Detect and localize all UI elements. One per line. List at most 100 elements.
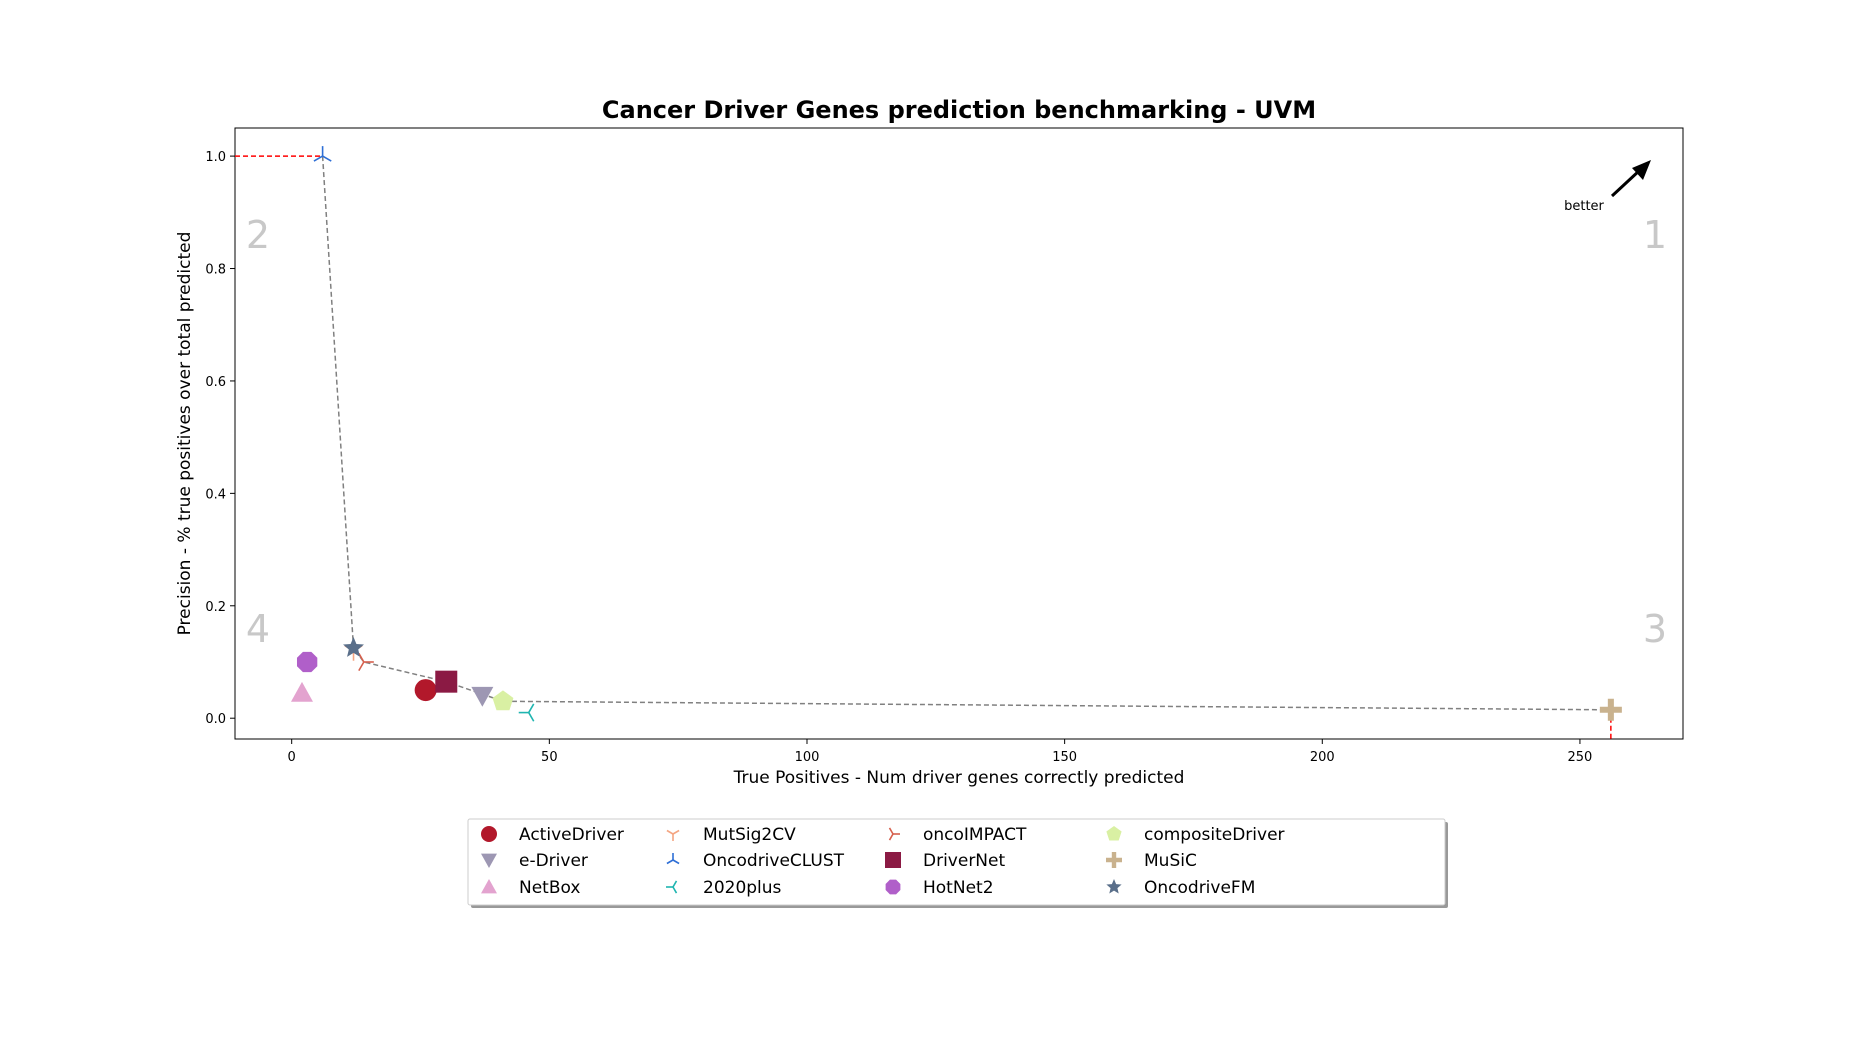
point-oncodrivefm	[343, 636, 364, 657]
point-netbox-shape	[290, 681, 313, 702]
point-oncoimpact	[358, 652, 374, 672]
legend-marker-oncodriveclust	[666, 853, 680, 865]
chart-title: Cancer Driver Genes prediction benchmark…	[602, 96, 1316, 124]
point-music-shape	[1599, 698, 1622, 721]
legend-label-netbox: NetBox	[519, 878, 580, 898]
point-e-driver	[471, 686, 494, 707]
better-annotation: better	[1564, 199, 1604, 214]
legend-marker-oncoimpact-spoke	[888, 827, 894, 835]
point-2020plus-spoke	[528, 712, 535, 722]
x-tick-label: 250	[1568, 750, 1593, 765]
legend-box	[467, 818, 1446, 906]
point-netbox	[290, 681, 313, 702]
legend-marker-mutsig2cv-spoke	[672, 829, 680, 835]
legend-entry-drivernet: DriverNet	[885, 851, 1005, 871]
point-activedriver-shape	[414, 679, 437, 702]
point-music	[1599, 698, 1622, 721]
legend-label-2020plus: 2020plus	[703, 878, 782, 898]
y-tick-label: 1.0	[205, 150, 226, 165]
legend-entry-oncodrivefm: OncodriveFM	[1106, 878, 1255, 898]
y-tick-label: 0.2	[205, 600, 226, 615]
legend-marker-oncoimpact-spoke	[888, 833, 894, 841]
y-tick-label: 0.8	[205, 263, 226, 278]
legend-marker-2020plus-spoke	[672, 886, 678, 894]
better-arrow-shaft	[1610, 168, 1642, 198]
x-tick-label: 100	[795, 750, 820, 765]
x-tick-label: 150	[1052, 750, 1077, 765]
point-activedriver	[414, 679, 437, 702]
point-2020plus	[518, 703, 535, 722]
legend-entry-2020plus: 2020plus	[666, 878, 782, 898]
legend-label-music: MuSiC	[1144, 851, 1197, 871]
legend-marker-netbox-shape	[481, 879, 497, 894]
legend-marker-e-driver	[481, 853, 497, 868]
legend-marker-2020plus	[666, 880, 678, 894]
point-oncodriveclust-spoke	[313, 155, 324, 162]
legend-marker-compositedriver-shape	[1106, 826, 1122, 841]
quadrant-label-2: 2	[246, 213, 270, 257]
legend-marker-netbox	[481, 879, 497, 894]
point-oncoimpact-spoke	[358, 652, 365, 663]
legend-marker-oncodriveclust-spoke	[666, 859, 674, 865]
legend-entry-mutsig2cv: MutSig2CV	[666, 825, 796, 845]
point-hotnet2	[296, 651, 318, 673]
legend-marker-music-shape	[1106, 852, 1123, 868]
legend-entry-activedriver: ActiveDriver	[481, 825, 624, 845]
legend-label-compositedriver: compositeDriver	[1144, 825, 1285, 845]
plot-frame	[234, 127, 1684, 740]
x-tick-label: 0	[288, 750, 296, 765]
legend-label-activedriver: ActiveDriver	[519, 825, 624, 845]
y-tick-label: 0.4	[205, 487, 226, 502]
point-oncodriveclust	[313, 146, 332, 162]
legend-marker-compositedriver	[1106, 826, 1122, 841]
legend-label-hotnet2: HotNet2	[923, 878, 994, 898]
y-tick-label: 0.0	[205, 712, 226, 727]
x-axis-label: True Positives - Num driver genes correc…	[733, 768, 1185, 788]
x-tick-label: 50	[541, 750, 558, 765]
quadrant-label-1: 1	[1643, 213, 1667, 257]
legend-marker-activedriver	[481, 826, 497, 842]
legend-marker-mutsig2cv	[666, 829, 680, 841]
legend-entry-oncoimpact: oncoIMPACT	[888, 825, 1027, 845]
legend-label-drivernet: DriverNet	[923, 851, 1005, 871]
point-drivernet	[435, 670, 458, 693]
better-arrow-head	[1632, 160, 1651, 180]
legend-entry-hotnet2: HotNet2	[885, 878, 994, 898]
legend-marker-drivernet-shape	[885, 852, 901, 868]
legend-marker-activedriver-shape	[481, 826, 497, 842]
legend-marker-oncodrivefm	[1106, 879, 1122, 894]
legend-marker-e-driver-shape	[481, 853, 497, 868]
point-compositedriver-shape	[492, 690, 514, 711]
legend-label-oncodrivefm: OncodriveFM	[1144, 878, 1255, 898]
legend-entry-compositedriver: compositeDriver	[1106, 825, 1285, 845]
legend-marker-mutsig2cv-spoke	[666, 829, 674, 835]
legend-marker-oncodrivefm-shape	[1106, 879, 1122, 894]
point-drivernet-shape	[435, 670, 458, 693]
x-tick-label: 200	[1310, 750, 1335, 765]
point-compositedriver	[492, 690, 514, 711]
legend-entry-music: MuSiC	[1106, 851, 1197, 871]
legend-marker-hotnet2-shape	[885, 879, 901, 895]
legend-label-oncodriveclust: OncodriveCLUST	[703, 851, 845, 871]
legend-entry-oncodriveclust: OncodriveCLUST	[666, 851, 845, 871]
legend-entry-e-driver: e-Driver	[481, 851, 588, 871]
point-e-driver-shape	[471, 686, 494, 707]
legend-entry-netbox: NetBox	[481, 878, 580, 898]
point-oncodrivefm-shape	[343, 636, 364, 657]
legend-marker-drivernet	[885, 852, 901, 868]
legend-marker-oncoimpact	[888, 827, 900, 841]
legend-label-mutsig2cv: MutSig2CV	[703, 825, 796, 845]
legend-marker-music	[1106, 852, 1123, 868]
legend-marker-2020plus-spoke	[672, 880, 678, 888]
point-oncodriveclust-spoke	[322, 155, 332, 162]
legend-marker-hotnet2	[885, 879, 901, 895]
pareto-frontier-line	[321, 156, 1611, 711]
point-hotnet2-shape	[296, 651, 318, 673]
legend-marker-oncodriveclust-spoke	[672, 859, 680, 865]
quadrant-label-3: 3	[1643, 607, 1667, 651]
point-oncoimpact-spoke	[358, 661, 365, 672]
y-tick-label: 0.6	[205, 375, 226, 390]
y-axis-label: Precision - % true positives over total …	[175, 232, 195, 636]
